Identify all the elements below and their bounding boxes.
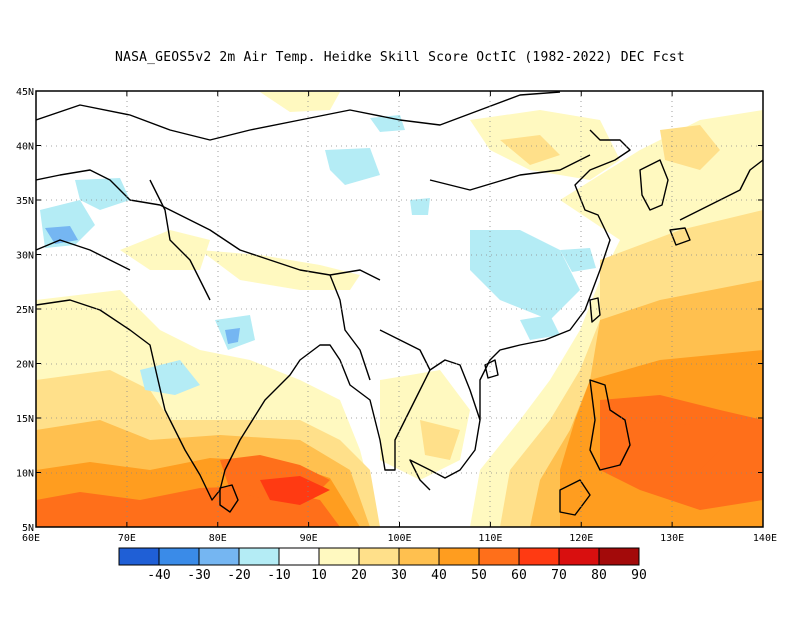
chart-title: NASA_GEOS5v2 2m Air Temp. Heidke Skill S… bbox=[115, 50, 685, 65]
lon-label: 120E bbox=[569, 533, 593, 544]
colorbar-label: 80 bbox=[591, 568, 607, 583]
field-region bbox=[520, 315, 560, 340]
field-region bbox=[660, 125, 720, 170]
colorbar-swatch bbox=[118, 547, 160, 566]
lat-label: 15N bbox=[16, 414, 34, 425]
lat-label: 40N bbox=[16, 142, 34, 153]
colorbar-label: 10 bbox=[311, 568, 327, 583]
colorbar-labels: -40 -30 -20 -10 10 20 30 40 50 60 70 80 90 bbox=[147, 568, 647, 583]
colorbar-swatch bbox=[358, 547, 400, 566]
border-pakistan-india bbox=[149, 179, 211, 301]
coastline-japan bbox=[679, 159, 763, 221]
lon-label: 140E bbox=[753, 533, 777, 544]
field-region bbox=[325, 148, 380, 185]
field-region bbox=[120, 230, 210, 270]
colorbar-swatch bbox=[478, 547, 520, 566]
colorbar-swatch bbox=[598, 547, 640, 566]
field-region bbox=[420, 420, 460, 460]
coastlines bbox=[36, 91, 763, 516]
field-region bbox=[470, 230, 580, 320]
border-myanmar bbox=[329, 274, 371, 381]
colorbar-label: 20 bbox=[351, 568, 367, 583]
colorbar-swatch bbox=[238, 547, 280, 566]
colorbar-label: -30 bbox=[187, 568, 210, 583]
lat-label: 30N bbox=[16, 251, 34, 262]
colorbar-label: -10 bbox=[267, 568, 290, 583]
axis-ticks bbox=[35, 90, 764, 528]
coastline-korea bbox=[639, 159, 669, 211]
colorbar-label: 70 bbox=[551, 568, 567, 583]
colorbar-swatch bbox=[558, 547, 600, 566]
field-region bbox=[225, 328, 240, 344]
field-region bbox=[200, 250, 360, 290]
lon-label: 130E bbox=[660, 533, 684, 544]
latitude-labels: 45N 40N 35N 30N 25N 20N 15N 10N 5N bbox=[16, 87, 34, 534]
field-region bbox=[560, 248, 596, 272]
colorbar-label: 60 bbox=[511, 568, 527, 583]
lat-label: 35N bbox=[16, 196, 34, 207]
coastline-south-asia bbox=[36, 299, 481, 501]
lon-label: 60E bbox=[22, 533, 40, 544]
field-region bbox=[500, 135, 560, 165]
field-region bbox=[640, 420, 720, 470]
border-laos-thailand bbox=[379, 329, 431, 371]
field-region bbox=[45, 226, 78, 244]
colorbar-label: 30 bbox=[391, 568, 407, 583]
lat-label: 10N bbox=[16, 469, 34, 480]
coastline-philippines bbox=[589, 379, 631, 471]
colorbar-swatch bbox=[518, 547, 560, 566]
colorbar-swatch bbox=[158, 547, 200, 566]
colorbar-label: -20 bbox=[227, 568, 250, 583]
gridlines bbox=[36, 91, 763, 527]
coastline-hainan bbox=[484, 359, 499, 379]
longitude-labels: 60E 70E 80E 90E 100E 110E 120E 130E 140E bbox=[22, 533, 777, 544]
coastline-kyushu bbox=[669, 227, 691, 246]
colorbar-label: 50 bbox=[471, 568, 487, 583]
lon-label: 70E bbox=[118, 533, 136, 544]
lon-label: 80E bbox=[209, 533, 227, 544]
lon-label: 110E bbox=[478, 533, 502, 544]
map-field bbox=[36, 91, 763, 527]
field-region bbox=[260, 476, 330, 505]
colorbar-label: 90 bbox=[631, 568, 647, 583]
colorbar-swatch bbox=[318, 547, 360, 566]
border-afghanistan bbox=[36, 239, 131, 271]
colorbar-swatch bbox=[438, 547, 480, 566]
border-mongolia bbox=[429, 154, 591, 191]
border-himalaya bbox=[36, 169, 381, 281]
colorbar-swatch bbox=[278, 547, 320, 566]
coastline-sri-lanka bbox=[219, 484, 239, 513]
colorbar-label: -40 bbox=[147, 568, 170, 583]
lat-label: 25N bbox=[16, 305, 34, 316]
lon-label: 90E bbox=[300, 533, 318, 544]
lon-label: 100E bbox=[387, 533, 411, 544]
colorbar bbox=[118, 547, 640, 566]
coastline-borneo bbox=[559, 479, 591, 516]
field-region bbox=[410, 198, 430, 215]
coastline-taiwan bbox=[589, 297, 601, 323]
lat-label: 20N bbox=[16, 360, 34, 371]
lat-label: 45N bbox=[16, 87, 34, 98]
lat-label: 5N bbox=[22, 523, 34, 534]
colorbar-swatch bbox=[398, 547, 440, 566]
coastline-east-asia bbox=[479, 129, 631, 420]
border-central-asia bbox=[36, 91, 561, 141]
colorbar-label: 40 bbox=[431, 568, 447, 583]
field-region bbox=[260, 92, 340, 112]
colorbar-swatch bbox=[198, 547, 240, 566]
